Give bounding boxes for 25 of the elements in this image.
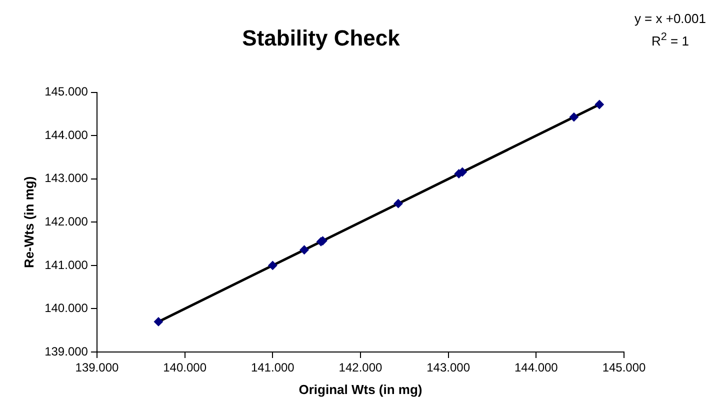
point [594, 100, 604, 110]
x-tick-label: 139.000 [75, 360, 119, 375]
point [268, 260, 278, 270]
y-tick-label: 143.000 [44, 171, 88, 186]
x-tick-label: 145.000 [602, 360, 646, 375]
point [154, 317, 163, 326]
text: y = x +0.001 [634, 10, 706, 28]
x-tick-label: 142.000 [338, 360, 382, 375]
text: R$^{2}$ = 1 [650, 30, 690, 50]
x-tick-label: 143.000 [426, 360, 470, 375]
y-tick-label: 141.000 [44, 258, 88, 272]
point [394, 199, 403, 208]
point [300, 245, 309, 254]
x-tick-label: 144.000 [514, 360, 558, 375]
y-tick-label: 139.000 [44, 344, 88, 358]
chart-title: Stability Check [242, 25, 401, 50]
y-tick-label: 145.000 [44, 84, 88, 99]
y-axis-title: Re-Wts (in mg) [21, 176, 36, 268]
y-tick-label: 140.000 [44, 301, 88, 316]
x-tick-label: 140.000 [163, 360, 207, 375]
x-tick-label: 141.000 [250, 360, 295, 375]
x-axis-title: Original Wts (in mg) [298, 382, 422, 397]
y-tick-label: 144.000 [44, 128, 88, 142]
y-tick-label: 142.000 [44, 214, 88, 229]
point [569, 112, 578, 122]
